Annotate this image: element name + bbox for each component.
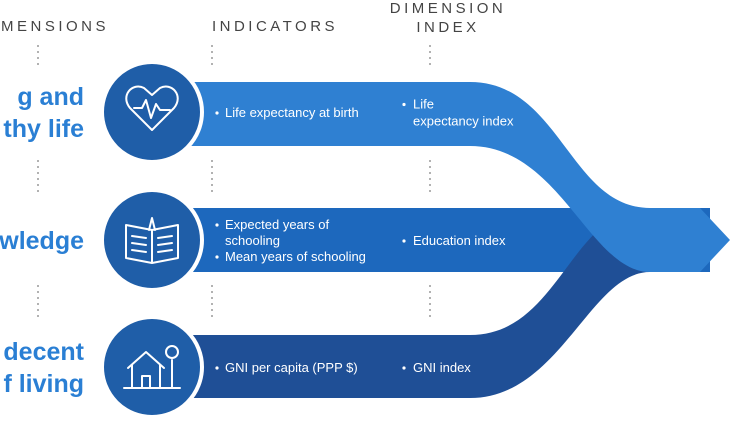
index-label: GNI index bbox=[413, 360, 471, 375]
dimension-label: f living bbox=[3, 370, 84, 398]
bullet bbox=[215, 366, 219, 370]
health-circle bbox=[100, 60, 204, 164]
bands bbox=[190, 82, 730, 398]
living-circle bbox=[100, 315, 204, 419]
dimension-label: thy life bbox=[3, 115, 84, 143]
top-band bbox=[190, 82, 730, 272]
index-label: expectancy index bbox=[413, 114, 514, 129]
book-icon bbox=[125, 217, 179, 264]
header-indicators: INDICATORS bbox=[212, 18, 338, 35]
header-index: DIMENSION bbox=[390, 0, 507, 17]
indicator: schooling bbox=[225, 233, 280, 248]
bullet bbox=[215, 111, 219, 115]
indicator: Mean years of schooling bbox=[225, 249, 366, 264]
house-icon bbox=[123, 345, 181, 389]
dimension-label: g and bbox=[17, 83, 84, 111]
indicator: Life expectancy at birth bbox=[225, 105, 359, 120]
dimension-label: wledge bbox=[0, 227, 84, 255]
bullet bbox=[402, 366, 406, 370]
bullet bbox=[402, 102, 406, 107]
bullet bbox=[215, 223, 219, 227]
indicator: GNI per capita (PPP $) bbox=[225, 360, 358, 375]
index-label: Education index bbox=[413, 233, 506, 248]
texts: MENSIONS INDICATORS DIMENSION INDEX bbox=[1, 0, 507, 36]
bottom-band bbox=[190, 208, 700, 398]
header-dimensions: MENSIONS bbox=[1, 18, 109, 35]
dimension-label: decent bbox=[3, 338, 84, 366]
index-label: Life bbox=[413, 97, 434, 112]
header-index: INDEX bbox=[416, 19, 479, 36]
pulse-icon bbox=[133, 99, 171, 119]
circles bbox=[100, 60, 204, 419]
bullet bbox=[402, 239, 406, 243]
heart-icon bbox=[125, 85, 179, 131]
bullet bbox=[215, 255, 219, 259]
indicator: Expected years of bbox=[225, 217, 329, 232]
